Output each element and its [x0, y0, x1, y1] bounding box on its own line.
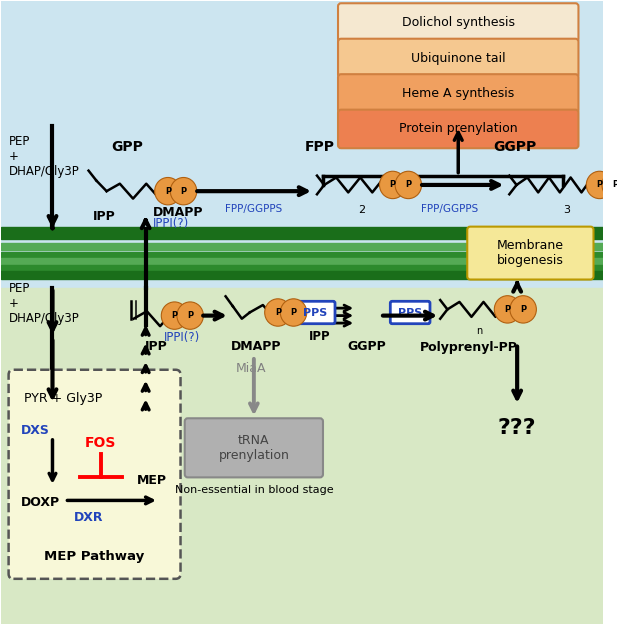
Text: P: P	[172, 311, 178, 320]
Text: DXR: DXR	[74, 511, 103, 524]
Text: MEP Pathway: MEP Pathway	[44, 549, 145, 562]
Text: FPP/GGPPS: FPP/GGPPS	[225, 204, 283, 214]
Circle shape	[510, 296, 536, 323]
FancyBboxPatch shape	[296, 301, 335, 324]
Text: P: P	[187, 311, 193, 320]
Text: GPP: GPP	[112, 140, 144, 154]
Bar	[1, 227, 603, 239]
Bar	[1, 251, 603, 257]
Text: Non-essential in blood stage: Non-essential in blood stage	[175, 486, 333, 496]
Circle shape	[395, 171, 421, 199]
Bar	[1, 271, 603, 279]
Text: 3: 3	[563, 206, 570, 216]
Text: IPPI(?): IPPI(?)	[164, 331, 200, 344]
Text: P: P	[597, 181, 603, 189]
Text: n: n	[476, 326, 482, 336]
Text: P: P	[405, 181, 412, 189]
Text: IPP: IPP	[309, 330, 331, 343]
Bar	[1, 288, 603, 624]
Text: FOS: FOS	[85, 436, 116, 450]
Text: Ubiquinone tail: Ubiquinone tail	[411, 51, 505, 64]
Circle shape	[494, 296, 521, 323]
Text: FPP/GGPPS: FPP/GGPPS	[421, 204, 478, 214]
Circle shape	[177, 302, 204, 329]
Text: ???: ???	[498, 418, 536, 438]
Circle shape	[602, 171, 617, 199]
Text: MEP: MEP	[137, 474, 167, 487]
Text: Polyprenyl-PP: Polyprenyl-PP	[420, 341, 518, 354]
FancyBboxPatch shape	[9, 370, 181, 579]
Text: Heme A synthesis: Heme A synthesis	[402, 87, 515, 100]
Text: P: P	[520, 305, 526, 314]
Bar	[1, 242, 603, 250]
Text: DMAPP: DMAPP	[153, 206, 204, 219]
FancyBboxPatch shape	[338, 74, 579, 112]
Text: tRNA
prenylation: tRNA prenylation	[218, 434, 289, 462]
FancyBboxPatch shape	[184, 418, 323, 478]
Text: P: P	[275, 308, 281, 317]
Bar	[1, 265, 603, 271]
Text: Membrane
biogenesis: Membrane biogenesis	[497, 239, 564, 267]
Text: P: P	[165, 187, 171, 196]
Bar	[1, 1, 603, 288]
Circle shape	[155, 177, 181, 205]
Text: DMAPP: DMAPP	[230, 341, 281, 354]
Text: Dolichol synthesis: Dolichol synthesis	[402, 16, 515, 29]
FancyBboxPatch shape	[467, 227, 594, 279]
Text: IPPI(?): IPPI(?)	[153, 217, 189, 230]
Text: P: P	[291, 308, 297, 317]
Text: IPP: IPP	[145, 341, 168, 354]
Text: PEP
+
DHAP/Gly3P: PEP + DHAP/Gly3P	[9, 282, 80, 324]
FancyBboxPatch shape	[391, 301, 430, 324]
Text: PYR + Gly3P: PYR + Gly3P	[24, 392, 102, 405]
Text: P: P	[390, 181, 395, 189]
Text: FPP: FPP	[305, 140, 335, 154]
Text: Protein prenylation: Protein prenylation	[399, 122, 518, 136]
Text: P: P	[505, 305, 511, 314]
Bar	[1, 258, 603, 264]
Circle shape	[265, 299, 291, 326]
Text: PPS: PPS	[398, 308, 422, 318]
Circle shape	[170, 177, 197, 205]
Text: PPS: PPS	[303, 308, 327, 318]
Text: 2: 2	[358, 206, 366, 216]
FancyBboxPatch shape	[338, 109, 579, 148]
Circle shape	[586, 171, 613, 199]
Circle shape	[161, 302, 188, 329]
Text: DXS: DXS	[20, 424, 49, 438]
Text: P: P	[180, 187, 186, 196]
Circle shape	[280, 299, 307, 326]
Text: MiaA: MiaA	[236, 362, 267, 375]
Text: P: P	[612, 181, 617, 189]
Circle shape	[379, 171, 406, 199]
Text: GGPP: GGPP	[494, 140, 537, 154]
FancyBboxPatch shape	[338, 39, 579, 78]
Text: PEP
+
DHAP/Gly3P: PEP + DHAP/Gly3P	[9, 136, 80, 179]
FancyBboxPatch shape	[338, 3, 579, 42]
Text: GGPP: GGPP	[347, 341, 386, 354]
Text: IPP: IPP	[93, 209, 115, 222]
Text: DOXP: DOXP	[20, 496, 60, 509]
